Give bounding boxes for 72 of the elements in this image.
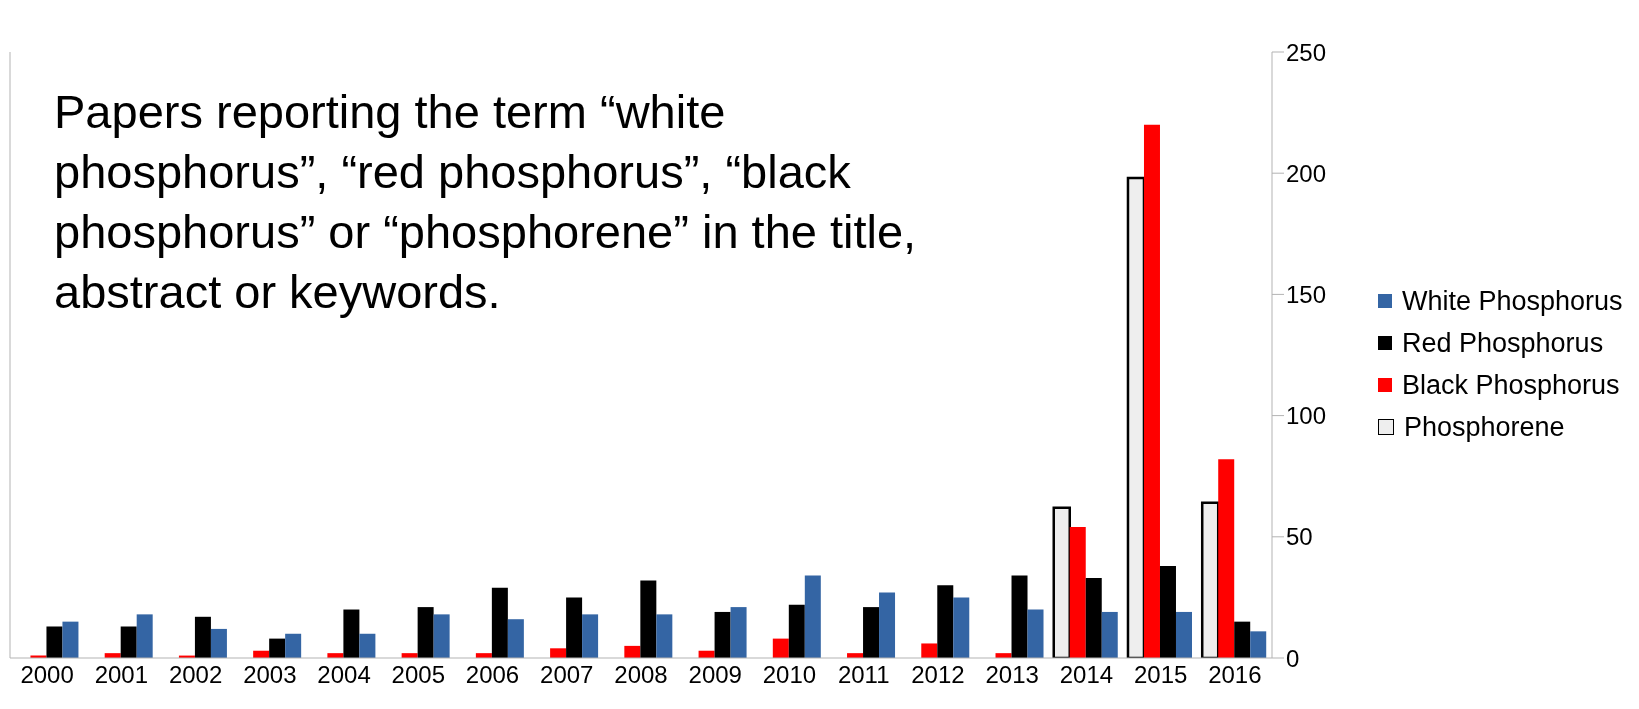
bar xyxy=(359,633,376,658)
bar xyxy=(937,585,954,658)
bar xyxy=(879,592,896,658)
bar xyxy=(1175,611,1192,658)
bar xyxy=(624,645,641,658)
x-tick-label: 2005 xyxy=(391,661,445,689)
x-tick-label: 2000 xyxy=(20,661,74,689)
x-tick-label: 2007 xyxy=(540,661,594,689)
bar xyxy=(788,604,805,658)
bar xyxy=(194,616,211,658)
x-tick-label: 2004 xyxy=(317,661,371,689)
bar xyxy=(1234,621,1251,658)
x-tick-label: 2011 xyxy=(837,661,890,689)
x-tick-label: 2006 xyxy=(465,661,520,689)
legend-label: White Phosphorus xyxy=(1402,285,1623,317)
bar xyxy=(550,648,567,658)
bar xyxy=(640,580,657,658)
y-tick-label: 250 xyxy=(1286,38,1327,66)
bar xyxy=(772,638,789,658)
x-tick-label: 2010 xyxy=(762,661,817,689)
bar xyxy=(566,597,583,658)
bar xyxy=(1159,565,1176,658)
bar xyxy=(953,597,970,658)
x-tick-label: 2015 xyxy=(1133,661,1188,689)
legend-label: Red Phosphorus xyxy=(1402,327,1604,359)
legend-label: Black Phosphorus xyxy=(1402,369,1620,401)
x-tick-label: 2008 xyxy=(614,661,668,689)
bar xyxy=(921,643,938,658)
x-tick-label: 2001 xyxy=(94,661,149,689)
bar xyxy=(1143,124,1160,658)
bar xyxy=(1126,176,1146,658)
bar xyxy=(417,607,434,658)
y-tick-label: 0 xyxy=(1286,644,1300,672)
y-tick-label: 150 xyxy=(1286,280,1327,308)
bar xyxy=(1011,575,1028,658)
bar xyxy=(1027,609,1044,658)
x-tick-label: 2012 xyxy=(911,661,965,689)
bar xyxy=(62,621,79,658)
bar xyxy=(1200,501,1220,658)
bar xyxy=(507,619,524,658)
bar xyxy=(285,633,302,658)
bar xyxy=(804,575,821,658)
bar xyxy=(269,638,286,658)
x-tick-label: 2003 xyxy=(243,661,297,689)
bar xyxy=(582,614,599,658)
bar xyxy=(1218,459,1235,658)
bar xyxy=(1250,631,1267,658)
bar xyxy=(1052,506,1071,658)
y-tick-label: 200 xyxy=(1286,159,1327,187)
x-tick-label: 2009 xyxy=(688,661,742,689)
y-tick-label: 50 xyxy=(1286,523,1313,551)
text: Papers reporting the term “white phosphorus”, “red phosphorus”, “black phosphorus” or “phosphorene” in the title, abstract or keywords. xyxy=(54,84,918,320)
bar xyxy=(433,614,450,658)
y-tick-label: 100 xyxy=(1286,402,1327,430)
x-tick-label: 2014 xyxy=(1059,661,1114,689)
bar xyxy=(863,607,880,658)
bar xyxy=(656,614,673,658)
bar xyxy=(210,628,227,658)
x-tick-label: 2016 xyxy=(1208,661,1262,689)
bar xyxy=(120,626,137,658)
legend-label: Phosphorene xyxy=(1404,411,1565,443)
bar xyxy=(46,626,63,658)
bar xyxy=(1069,527,1086,658)
bar xyxy=(136,614,153,658)
bar xyxy=(1101,611,1118,658)
bar xyxy=(714,611,731,658)
bar xyxy=(1085,578,1102,658)
bar xyxy=(343,609,360,658)
bar xyxy=(730,607,747,658)
bar xyxy=(491,587,508,658)
x-tick-label: 2002 xyxy=(168,661,223,689)
x-tick-label: 2013 xyxy=(985,661,1039,689)
